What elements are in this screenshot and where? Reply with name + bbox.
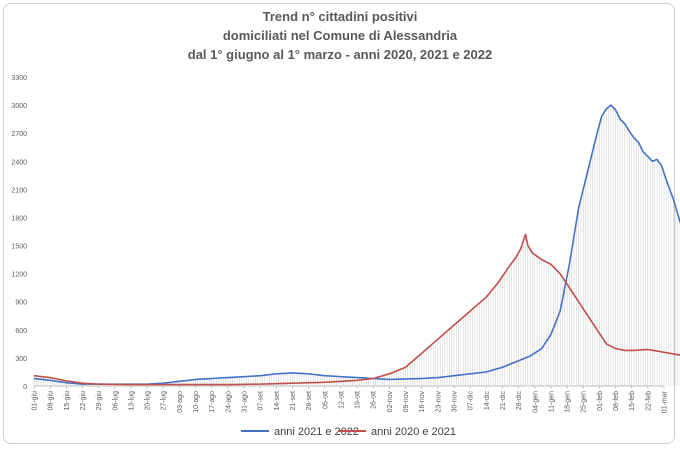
- x-tick-label: 01-feb: [597, 391, 604, 411]
- x-tick-label: 07-dic: [468, 391, 475, 411]
- x-tick-label: 14-dic: [484, 391, 491, 411]
- series-line-1: [33, 104, 680, 385]
- x-tick-label: 04-gen: [532, 391, 539, 413]
- x-tick-label: 07-set: [258, 391, 265, 411]
- x-tick-label: 28-set: [306, 391, 313, 411]
- x-tick-label: 11-gen: [548, 391, 555, 412]
- chart-title-line-3: dal 1° giugno al 1° marzo - anni 2020, 2…: [187, 47, 493, 62]
- series-layer: [33, 104, 680, 386]
- x-tick-label: 03-ago: [177, 391, 184, 413]
- y-tick-label: 600: [15, 328, 27, 335]
- x-tick-label: 19-ott: [355, 391, 362, 409]
- x-tick-label: 01-giu: [32, 391, 39, 411]
- x-tick-label: 16-nov: [419, 391, 426, 413]
- y-tick-label: 1800: [11, 215, 27, 222]
- x-tick-label: 08-feb: [613, 391, 620, 411]
- x-tick-label: 28-dic: [516, 391, 523, 411]
- y-tick-label: 1200: [11, 272, 27, 279]
- chart-title-line-1: Trend n° cittadini positivi: [262, 9, 418, 24]
- x-tick-label: 22-giu: [80, 391, 87, 411]
- y-tick-label: 900: [15, 300, 27, 307]
- x-tick-label: 31-ago: [242, 391, 249, 413]
- chart-title-line-2: domiciliati nel Comune di Alessandria: [222, 28, 458, 43]
- series-line-2: [33, 233, 680, 386]
- chart-frame: [3, 3, 675, 444]
- y-tick-label: 2400: [11, 159, 27, 166]
- y-tick-label: 0: [23, 384, 27, 391]
- x-tick-label: 24-ago: [225, 391, 232, 413]
- x-tick-label: 30-nov: [452, 391, 459, 413]
- x-tick-label: 21-dic: [500, 391, 507, 411]
- x-tick-label: 23-nov: [435, 391, 442, 413]
- y-tick-label: 300: [15, 356, 27, 363]
- x-tick-label: 05-ott: [322, 391, 329, 409]
- x-tick-label: 25-gen: [581, 391, 588, 413]
- x-tick-label: 15-feb: [629, 391, 636, 411]
- x-tick-label: 06-lug: [112, 391, 119, 411]
- x-tick-label: 12-ott: [338, 391, 345, 409]
- legend: anni 2021 e 2022 anni 2020 e 2021: [241, 426, 456, 438]
- x-tick-label: 10-ago: [193, 391, 200, 413]
- x-tick-label: 18-gen: [565, 391, 572, 413]
- y-tick-label: 2700: [11, 131, 27, 138]
- x-tick-label: 27-lug: [161, 391, 168, 411]
- legend-label-series-1: anni 2021 e 2022: [274, 426, 359, 438]
- x-tick-label: 09-nov: [403, 391, 410, 413]
- x-tick-label: 17-ago: [209, 391, 216, 413]
- y-axis: 0 300 600 900 1200 1500 1800 2100 2400 2700 3000 33…: [11, 75, 27, 391]
- x-tick-label: 02-nov: [387, 391, 394, 413]
- y-tick-label: 2100: [11, 187, 27, 194]
- x-tick-label: 21-set: [290, 391, 297, 411]
- x-tick-label: 22-feb: [645, 391, 652, 411]
- x-tick-label: 29-giu: [96, 391, 103, 411]
- legend-label-series-2: anni 2020 e 2021: [371, 426, 456, 438]
- y-tick-label: 3000: [11, 103, 27, 110]
- x-tick-label: 08-giu: [48, 391, 55, 411]
- vertical-drop-lines: [33, 105, 680, 386]
- x-tick-label: 15-giu: [64, 391, 71, 411]
- x-axis: 01-giu 08-giu 15-giu 22-giu 29-giu 06-lug 13-l…: [32, 386, 669, 413]
- x-tick-label: 14-set: [274, 391, 281, 411]
- y-tick-label: 3300: [11, 75, 27, 82]
- x-tick-label: 20-lug: [145, 391, 152, 411]
- x-tick-label: 01-mar: [662, 390, 669, 413]
- y-tick-label: 1500: [11, 244, 27, 251]
- x-tick-label: 13-lug: [128, 391, 135, 411]
- x-tick-label: 26-ott: [371, 391, 378, 409]
